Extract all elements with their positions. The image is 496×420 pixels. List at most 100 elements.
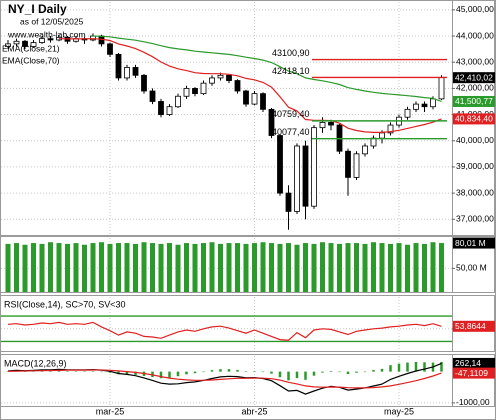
bar: [90, 243, 96, 292]
legend-entry: EMA(Close,21): [2, 43, 60, 53]
bar: [252, 243, 257, 292]
bar: [57, 370, 61, 372]
candle-body: [47, 38, 54, 41]
bar: [56, 243, 62, 292]
bar: [243, 243, 249, 292]
bar: [295, 371, 299, 379]
candle-body: [302, 145, 309, 207]
x-tick-label: mar-25: [96, 406, 125, 416]
bar: [414, 361, 418, 372]
candle-body: [404, 108, 411, 118]
bar: [167, 243, 172, 292]
bar: [396, 243, 402, 292]
y-tick-label: 40,000,00: [456, 135, 494, 145]
bar: [379, 243, 385, 292]
bar: [320, 242, 325, 292]
value-label-box: [453, 357, 495, 369]
value-label: 262,14: [455, 358, 481, 368]
level-label: 42418,10: [272, 66, 310, 76]
bar: [260, 242, 266, 292]
bar: [32, 371, 35, 372]
bar: [439, 243, 444, 292]
value-label-box: [453, 320, 495, 332]
bar: [287, 371, 290, 381]
x-tick-label: may-25: [384, 406, 414, 416]
bar: [5, 243, 11, 292]
bar: [430, 242, 436, 292]
bar: [48, 242, 53, 292]
candle-body: [260, 93, 266, 110]
candle-body: [166, 106, 173, 115]
panel-title: RSI(Close,14), SC>70, SV<30: [4, 299, 126, 309]
bar: [371, 242, 376, 292]
bar: [277, 243, 283, 292]
candle-body: [107, 43, 113, 55]
y-tick-label: 37,000,00: [456, 214, 494, 224]
candle-body: [30, 42, 37, 47]
bar: [65, 243, 70, 292]
candle-body: [13, 40, 20, 45]
candle-body: [251, 93, 258, 105]
candle-body: [200, 82, 207, 95]
bar: [219, 369, 222, 372]
y-tick-label: 38,000,00: [456, 187, 494, 197]
panel-title: MACD(12,26,9): [4, 358, 67, 368]
candle-body: [311, 127, 317, 207]
indicator-line: [7, 321, 442, 341]
value-label-box: [453, 237, 495, 249]
value-label: 40,834,40: [455, 114, 493, 124]
bar: [261, 371, 265, 373]
bar: [413, 243, 419, 292]
bar: [150, 243, 155, 292]
bar: [124, 243, 130, 292]
bar: [6, 371, 10, 372]
bar: [99, 242, 104, 292]
bar: [192, 243, 198, 292]
bar: [14, 243, 19, 292]
bar: [39, 243, 45, 292]
candle-body: [362, 145, 368, 155]
candle-body: [285, 192, 292, 212]
bar: [363, 371, 367, 373]
bar: [311, 243, 317, 292]
bar: [31, 243, 36, 292]
bar: [141, 242, 147, 292]
value-label-box: [453, 367, 495, 379]
bar: [116, 243, 121, 292]
candle-body: [328, 122, 334, 126]
candle-body: [268, 108, 275, 136]
value-label-box: [453, 72, 495, 84]
bar: [168, 371, 171, 378]
candle-body: [132, 67, 139, 76]
candle-body: [226, 74, 232, 81]
bar: [209, 242, 215, 292]
level-label: 40759,40: [272, 109, 310, 119]
indicator-line: [58, 38, 442, 133]
bar: [226, 243, 232, 292]
bar: [303, 243, 308, 292]
bar: [74, 371, 78, 372]
bar: [372, 370, 375, 372]
value-label-box: [453, 113, 495, 125]
bar: [210, 370, 214, 372]
candle-body: [175, 95, 181, 108]
bar: [346, 371, 350, 375]
bar: [176, 371, 180, 377]
y-tick-label: 44,000,00: [456, 30, 494, 40]
candle-body: [413, 103, 419, 110]
bar: [125, 371, 129, 375]
value-label: 80,01 M: [455, 238, 486, 248]
bar: [82, 244, 87, 292]
bar: [440, 361, 443, 372]
candle-body: [5, 43, 11, 47]
indicator-line: [7, 369, 442, 389]
bar: [405, 244, 410, 292]
bar: [294, 244, 300, 292]
candle-body: [294, 145, 300, 212]
bar: [329, 370, 333, 372]
bar: [185, 371, 188, 375]
bar: [304, 371, 307, 380]
bar: [355, 371, 358, 373]
x-tick-label: abr-25: [241, 406, 267, 416]
